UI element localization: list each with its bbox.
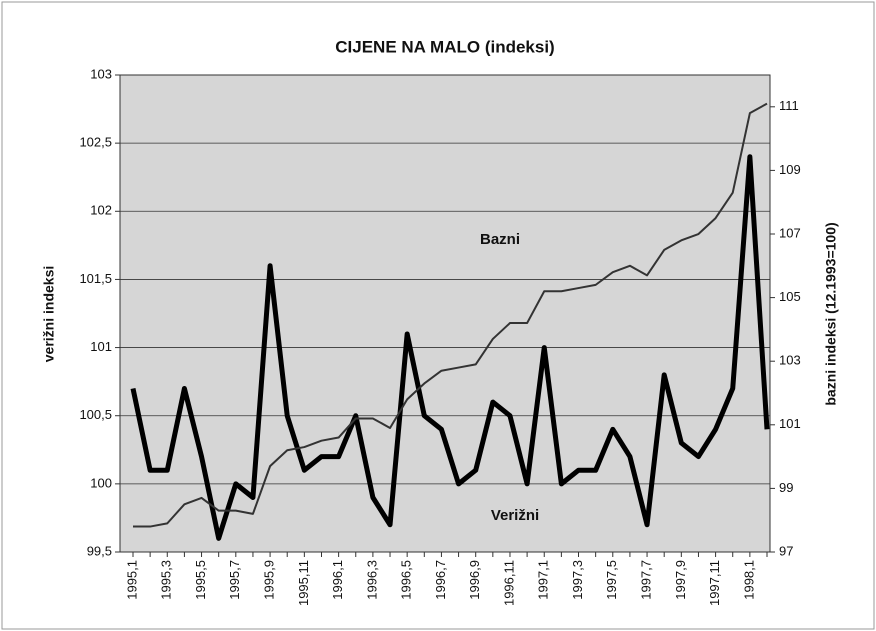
y-tick-label: 99,5 bbox=[87, 543, 112, 558]
x-tick-label: 1995,1 bbox=[124, 560, 139, 600]
x-tick-label: 1998,1 bbox=[741, 560, 756, 600]
y2-tick-label: 109 bbox=[779, 162, 801, 177]
x-tick-label: 1996,1 bbox=[330, 560, 345, 600]
x-tick-label: 1996,7 bbox=[433, 560, 448, 600]
x-tick-label: 1997,5 bbox=[604, 560, 619, 600]
series-line bbox=[130, 154, 770, 541]
y2-tick-label: 105 bbox=[779, 289, 801, 304]
y-tick-label: 102 bbox=[90, 203, 112, 218]
x-tick-label: 1995,7 bbox=[227, 560, 242, 600]
x-tick-label: 1996,9 bbox=[467, 560, 482, 600]
y2-tick-label: 103 bbox=[779, 353, 801, 368]
y-axis-label: verižni indeksi bbox=[41, 266, 57, 362]
x-tick-label: 1997,3 bbox=[570, 560, 585, 600]
y-tick-label: 101 bbox=[90, 339, 112, 354]
x-tick-label: 1995,11 bbox=[296, 560, 311, 606]
annotation: Verižni bbox=[491, 507, 539, 524]
y-tick-label: 100,5 bbox=[79, 407, 112, 422]
chart-title: CIJENE NA MALO (indeksi) bbox=[335, 37, 554, 56]
annotation: Bazni bbox=[480, 231, 520, 248]
series-line bbox=[133, 102, 768, 528]
x-tick-label: 1997,7 bbox=[638, 560, 653, 600]
y2-tick-label: 107 bbox=[779, 225, 801, 240]
x-tick-label: 1996,5 bbox=[399, 560, 414, 600]
x-tick-label: 1997,11 bbox=[707, 560, 722, 606]
y-tick-label: 100 bbox=[90, 475, 112, 490]
y2-axis-label: bazni indeksi (12.1993=100) bbox=[823, 222, 839, 405]
plot-area bbox=[119, 74, 771, 553]
x-tick-label: 1995,3 bbox=[159, 560, 174, 600]
y-tick-label: 102,5 bbox=[79, 135, 112, 150]
y2-tick-label: 97 bbox=[779, 543, 793, 558]
y2-tick-label: 111 bbox=[779, 98, 799, 113]
x-tick-label: 1996,11 bbox=[501, 560, 516, 606]
x-tick-label: 1997,9 bbox=[673, 560, 688, 600]
y2-tick-label: 99 bbox=[779, 480, 793, 495]
y-tick-label: 103 bbox=[90, 66, 112, 81]
x-tick-label: 1996,3 bbox=[364, 560, 379, 600]
x-tick-label: 1995,9 bbox=[262, 560, 277, 600]
y-tick-label: 101,5 bbox=[79, 271, 112, 286]
y2-tick-label: 101 bbox=[779, 416, 801, 431]
x-tick-label: 1997,1 bbox=[536, 560, 551, 600]
x-tick-label: 1995,5 bbox=[193, 560, 208, 600]
